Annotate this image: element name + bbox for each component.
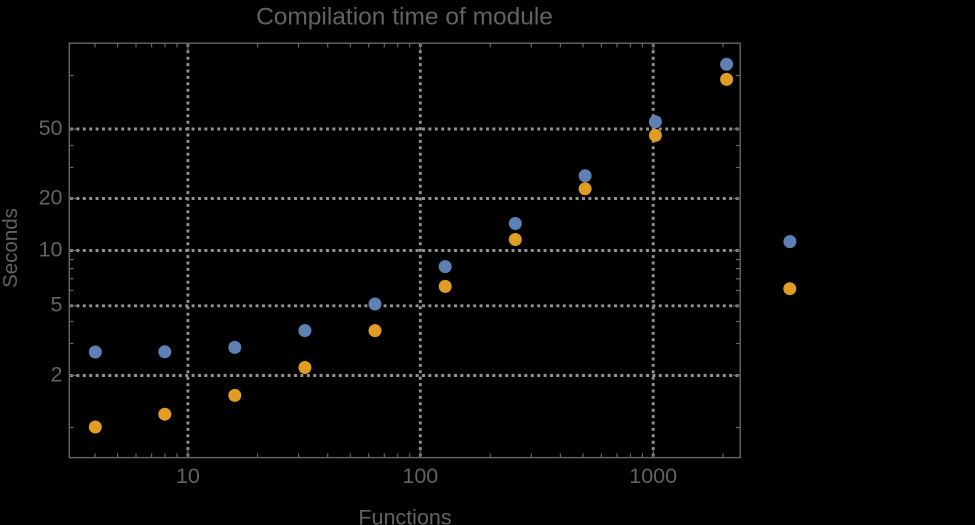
svg-text:Seconds: Seconds xyxy=(0,208,22,288)
svg-text:Compilation time of module: Compilation time of module xyxy=(256,4,553,31)
svg-text:Functions: Functions xyxy=(358,505,451,525)
svg-text:50: 50 xyxy=(39,116,63,140)
svg-text:5: 5 xyxy=(51,293,63,317)
svg-text:1000: 1000 xyxy=(629,464,677,488)
svg-text:10: 10 xyxy=(39,237,63,261)
svg-text:100: 100 xyxy=(402,464,438,488)
svg-text:20: 20 xyxy=(39,185,63,209)
svg-text:10: 10 xyxy=(176,464,200,488)
svg-text:2: 2 xyxy=(51,362,63,386)
